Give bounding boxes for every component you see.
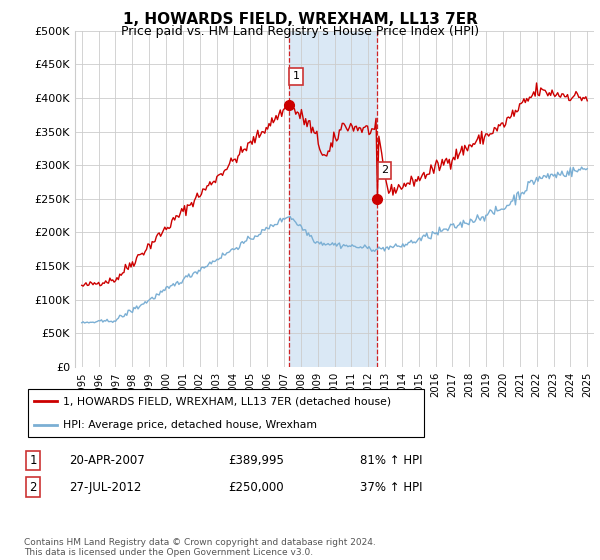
Bar: [289, 31, 377, 367]
Text: 1, HOWARDS FIELD, WREXHAM, LL13 7ER (detached house): 1, HOWARDS FIELD, WREXHAM, LL13 7ER (det…: [63, 396, 391, 406]
Text: 1, HOWARDS FIELD, WREXHAM, LL13 7ER: 1, HOWARDS FIELD, WREXHAM, LL13 7ER: [122, 12, 478, 27]
Text: HPI: Average price, detached house, Wrexham: HPI: Average price, detached house, Wrex…: [63, 421, 317, 430]
Text: 20-APR-2007: 20-APR-2007: [69, 454, 145, 467]
Text: £250,000: £250,000: [228, 480, 284, 494]
Text: £389,995: £389,995: [228, 454, 284, 467]
Text: 27-JUL-2012: 27-JUL-2012: [69, 480, 142, 494]
Text: 1: 1: [292, 71, 299, 81]
FancyBboxPatch shape: [28, 389, 424, 437]
Text: 1: 1: [29, 454, 37, 467]
Text: 81% ↑ HPI: 81% ↑ HPI: [360, 454, 422, 467]
Text: Contains HM Land Registry data © Crown copyright and database right 2024.
This d: Contains HM Land Registry data © Crown c…: [24, 538, 376, 557]
Text: 37% ↑ HPI: 37% ↑ HPI: [360, 480, 422, 494]
Text: 2: 2: [381, 165, 388, 175]
Text: Price paid vs. HM Land Registry's House Price Index (HPI): Price paid vs. HM Land Registry's House …: [121, 25, 479, 38]
Text: 2: 2: [29, 480, 37, 494]
